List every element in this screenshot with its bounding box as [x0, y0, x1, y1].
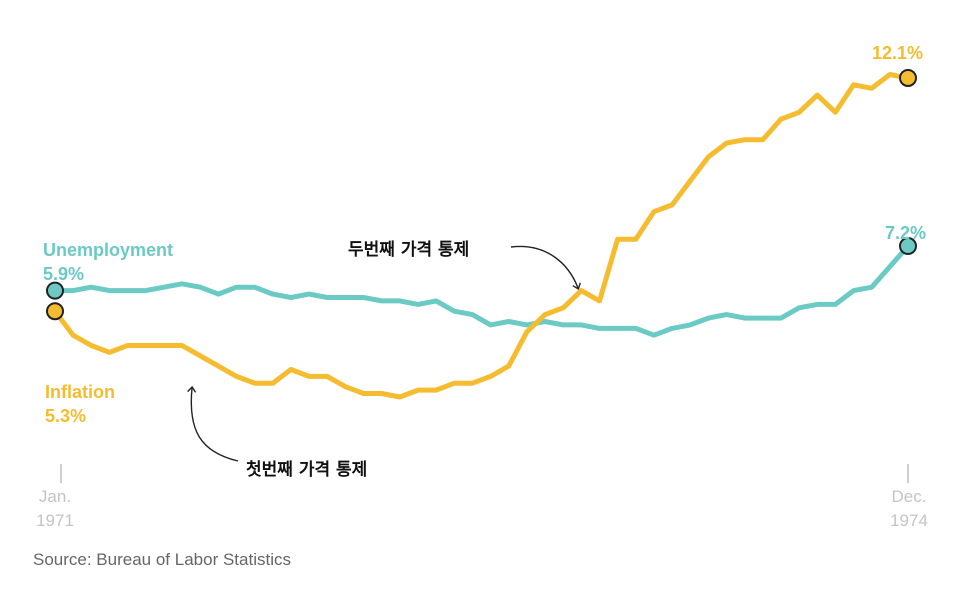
inflation-end-value: 12.1%	[872, 43, 924, 63]
second-price-control-annotation: 두번째 가격 통제	[348, 240, 470, 260]
second-price-control-arrow	[510, 245, 581, 290]
first-price-control-annotation: 첫번째 가격 통제	[246, 460, 368, 480]
unemployment-line	[52, 243, 911, 338]
x-tick-start-month: Jan.	[38, 487, 72, 506]
source-note: Source: Bureau of Labor Statistics	[33, 550, 291, 569]
unemployment-start-value: 5.9%	[43, 264, 85, 284]
inflation-series-label: Inflation	[45, 382, 115, 402]
inflation-start-point	[46, 302, 64, 321]
first-price-control-arrow	[187, 385, 239, 462]
x-tick-end-year: 1974	[890, 511, 928, 530]
inflation-start-value: 5.3%	[45, 406, 87, 426]
unemployment-end-value: 7.2%	[885, 223, 927, 243]
unemployment-start-point	[46, 281, 64, 300]
inflation-line	[52, 72, 911, 400]
x-tick-label-end: Dec. 1974	[874, 485, 944, 533]
x-tick-end-month: Dec.	[891, 487, 927, 506]
x-tick-start-year: 1971	[36, 511, 74, 530]
inflation-end-point	[899, 68, 917, 87]
unemployment-series-label: Unemployment	[43, 240, 174, 260]
unemployment-end-point	[899, 237, 917, 256]
x-tick-label-start: Jan. 1971	[20, 485, 90, 533]
